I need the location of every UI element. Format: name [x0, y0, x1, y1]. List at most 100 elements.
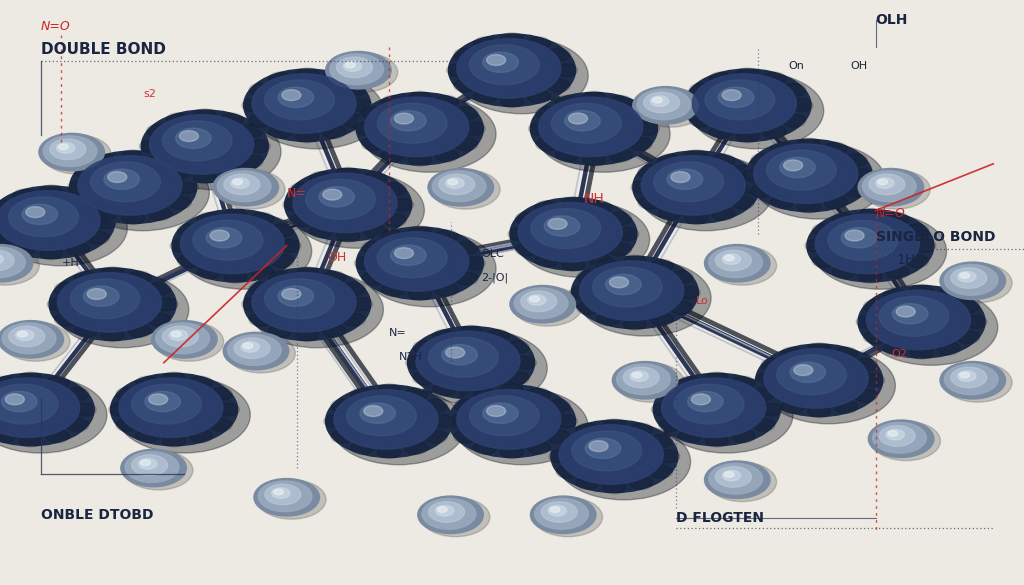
Circle shape: [350, 388, 374, 401]
Circle shape: [147, 282, 171, 295]
Circle shape: [429, 502, 465, 522]
Circle shape: [835, 400, 858, 414]
Circle shape: [361, 106, 385, 120]
Text: D FLOGTEN: D FLOGTEN: [676, 511, 764, 525]
Circle shape: [547, 79, 570, 92]
Circle shape: [782, 83, 806, 97]
Circle shape: [776, 355, 847, 395]
Circle shape: [575, 476, 599, 490]
Circle shape: [324, 415, 346, 428]
Circle shape: [790, 362, 825, 383]
Circle shape: [296, 329, 318, 342]
Circle shape: [957, 271, 976, 282]
Circle shape: [103, 169, 139, 190]
Circle shape: [1, 391, 37, 412]
Circle shape: [905, 254, 929, 268]
Circle shape: [630, 476, 653, 490]
Circle shape: [678, 429, 701, 443]
Circle shape: [650, 96, 669, 106]
Circle shape: [377, 238, 447, 278]
Circle shape: [859, 270, 882, 283]
Circle shape: [220, 113, 244, 126]
Text: N=O: N=O: [876, 207, 905, 220]
Circle shape: [659, 377, 793, 453]
Circle shape: [671, 171, 690, 183]
Circle shape: [638, 165, 662, 178]
Circle shape: [177, 223, 201, 237]
Circle shape: [752, 143, 885, 219]
Circle shape: [342, 313, 366, 326]
Circle shape: [0, 247, 26, 278]
Circle shape: [74, 403, 96, 416]
Circle shape: [805, 239, 827, 252]
Circle shape: [457, 390, 561, 449]
Circle shape: [731, 165, 755, 178]
Circle shape: [473, 90, 497, 104]
Circle shape: [264, 80, 335, 120]
Circle shape: [951, 367, 987, 388]
Circle shape: [271, 488, 290, 498]
Circle shape: [762, 347, 895, 424]
Circle shape: [609, 277, 629, 288]
Circle shape: [177, 254, 201, 268]
Circle shape: [718, 87, 754, 108]
Circle shape: [209, 418, 232, 432]
Circle shape: [535, 254, 558, 267]
Circle shape: [249, 83, 272, 97]
Circle shape: [535, 201, 558, 214]
Circle shape: [128, 271, 152, 284]
Circle shape: [361, 137, 385, 151]
Circle shape: [309, 225, 333, 238]
Circle shape: [194, 109, 216, 122]
Circle shape: [75, 165, 98, 178]
Circle shape: [705, 245, 770, 282]
Circle shape: [883, 342, 906, 355]
Circle shape: [609, 149, 633, 162]
Circle shape: [892, 304, 928, 324]
Circle shape: [163, 434, 185, 447]
Circle shape: [878, 179, 888, 185]
Circle shape: [454, 399, 477, 412]
Circle shape: [180, 214, 285, 274]
Circle shape: [323, 324, 346, 338]
Circle shape: [94, 207, 118, 221]
Circle shape: [94, 154, 118, 167]
Circle shape: [390, 245, 426, 266]
Circle shape: [305, 180, 376, 219]
Circle shape: [209, 387, 232, 401]
Circle shape: [630, 423, 653, 436]
Circle shape: [230, 178, 249, 188]
Circle shape: [226, 333, 295, 373]
Circle shape: [356, 227, 483, 300]
Circle shape: [67, 242, 90, 256]
Text: 2-|O|: 2-|O|: [481, 273, 508, 283]
Circle shape: [337, 167, 359, 180]
Circle shape: [812, 254, 836, 268]
Circle shape: [432, 383, 456, 396]
Circle shape: [716, 467, 752, 487]
Circle shape: [365, 97, 469, 157]
Circle shape: [404, 388, 428, 401]
Circle shape: [513, 287, 582, 326]
Circle shape: [278, 87, 313, 108]
Circle shape: [862, 171, 916, 202]
Circle shape: [562, 259, 585, 271]
Circle shape: [605, 274, 641, 295]
Circle shape: [547, 399, 570, 412]
Circle shape: [548, 505, 566, 516]
Circle shape: [251, 212, 274, 226]
Circle shape: [330, 54, 384, 85]
Circle shape: [156, 298, 178, 311]
Circle shape: [589, 201, 612, 214]
Circle shape: [624, 367, 659, 388]
Circle shape: [880, 426, 915, 446]
Circle shape: [242, 99, 264, 112]
Circle shape: [122, 150, 144, 163]
Circle shape: [824, 195, 848, 209]
Circle shape: [76, 154, 209, 230]
Circle shape: [641, 156, 745, 215]
Circle shape: [515, 243, 539, 256]
Circle shape: [783, 160, 803, 171]
Circle shape: [42, 135, 111, 174]
Circle shape: [537, 96, 670, 172]
